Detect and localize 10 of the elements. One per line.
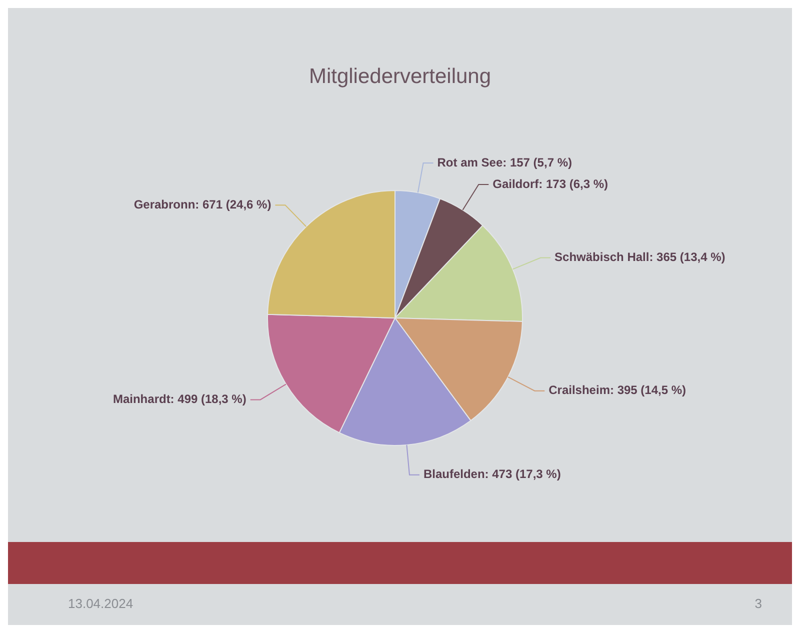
slice-label: Gerabronn: 671 (24,6 %)	[134, 197, 272, 212]
slice-label: Crailsheim: 395 (14,5 %)	[548, 383, 686, 398]
text: 13.04.2024	[68, 596, 134, 611]
text: 3	[754, 596, 762, 611]
chart-title: Mitgliederverteilung	[308, 65, 492, 89]
slice-label: Blaufelden: 473 (17,3 %)	[423, 467, 561, 482]
slice-label: Rot am See: 157 (5,7 %)	[437, 155, 572, 170]
slice-label: Mainhardt: 499 (18,3 %)	[112, 392, 246, 406]
slice-label: Schwäbisch Hall: 365 (13,4 %)	[554, 250, 726, 264]
slice-label: Gaildorf: 173 (6,3 %)	[492, 176, 608, 191]
